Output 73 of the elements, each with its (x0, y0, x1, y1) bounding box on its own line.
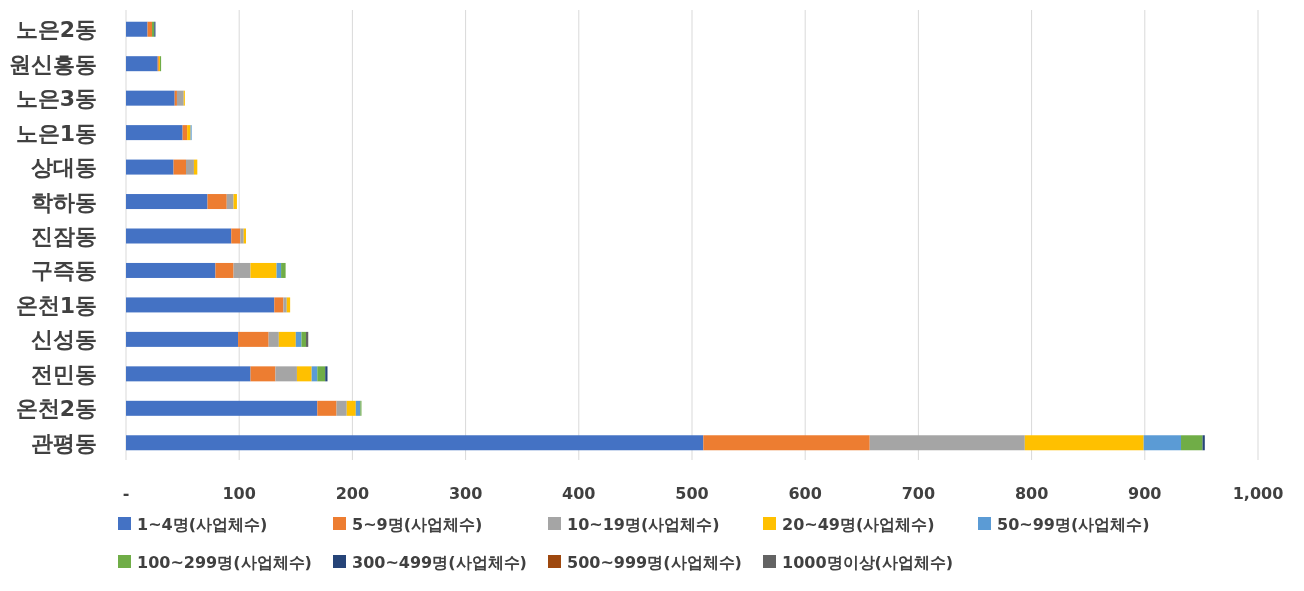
legend-label: 500~999명(사업체수) (567, 553, 742, 572)
legend-label: 50~99명(사업체수) (997, 515, 1150, 534)
legend-label: 100~299명(사업체수) (137, 553, 312, 572)
y-tick-label: 신성동 (31, 327, 97, 353)
bar (126, 366, 251, 382)
bar (275, 366, 297, 382)
bar (126, 56, 158, 72)
bar (126, 194, 208, 210)
legend-label: 5~9명(사업체수) (352, 515, 483, 534)
y-tick-label: 관평동 (31, 430, 97, 456)
x-tick-label: 100 (222, 484, 256, 503)
bar (250, 262, 277, 278)
bar (869, 435, 1025, 451)
y-tick-label: 온천2동 (15, 396, 97, 422)
bar (126, 21, 148, 37)
bar (274, 297, 284, 313)
bar (126, 262, 216, 278)
bar (173, 159, 186, 175)
y-tick-label: 노은1동 (15, 120, 97, 146)
bar (336, 400, 347, 416)
bar (1143, 435, 1182, 451)
x-tick-label: 300 (448, 484, 483, 503)
legend-label: 10~19명(사업체수) (567, 515, 720, 534)
legend-label: 300~499명(사업체수) (352, 553, 527, 572)
bar (317, 366, 326, 382)
bar (233, 262, 251, 278)
bar (126, 125, 183, 141)
y-tick-label: 노은3동 (15, 86, 97, 112)
bar (346, 400, 356, 416)
x-tick-label: 400 (562, 484, 596, 503)
x-tick-label: 600 (788, 484, 822, 503)
bar (215, 262, 234, 278)
bar (231, 228, 241, 244)
bar (126, 400, 318, 416)
x-tick-label: - (122, 484, 130, 503)
y-tick-label: 전민동 (31, 361, 97, 387)
x-tick-label: 700 (901, 484, 936, 503)
bar (281, 262, 286, 278)
x-tick-label: 200 (335, 484, 370, 503)
y-tick-label: 원신흥동 (9, 51, 97, 77)
legend-label: 1000명이상(사업체수) (782, 553, 954, 572)
bar (186, 159, 194, 175)
bar (207, 194, 227, 210)
bar (226, 194, 234, 210)
bar (176, 90, 184, 106)
bar (296, 366, 312, 382)
x-tick-label: 500 (675, 484, 709, 503)
y-tick-label: 온천1동 (15, 292, 97, 318)
bar (278, 331, 296, 347)
bar (317, 400, 337, 416)
bar (126, 435, 704, 451)
bar (268, 331, 279, 347)
x-tick-label: 800 (1014, 484, 1049, 503)
x-tick-label: 1,000 (1232, 484, 1284, 503)
y-tick-label: 학하동 (31, 189, 97, 215)
legend-label: 1~4명(사업체수) (137, 515, 268, 534)
legend-label: 20~49명(사업체수) (782, 515, 935, 534)
y-tick-label: 진잠동 (31, 224, 97, 249)
bar (1181, 435, 1203, 451)
y-tick-label: 노은2동 (15, 17, 97, 43)
bar (238, 331, 269, 347)
bar (1024, 435, 1144, 451)
bar (126, 90, 175, 106)
bar (250, 366, 276, 382)
y-tick-label: 구즉동 (31, 258, 97, 284)
y-tick-label: 상대동 (31, 155, 97, 181)
bar (126, 331, 239, 347)
x-tick-label: 900 (1128, 484, 1162, 503)
bar (126, 159, 174, 175)
bar (283, 297, 287, 313)
bar (703, 435, 870, 451)
bar (126, 228, 232, 244)
bar (126, 297, 275, 313)
